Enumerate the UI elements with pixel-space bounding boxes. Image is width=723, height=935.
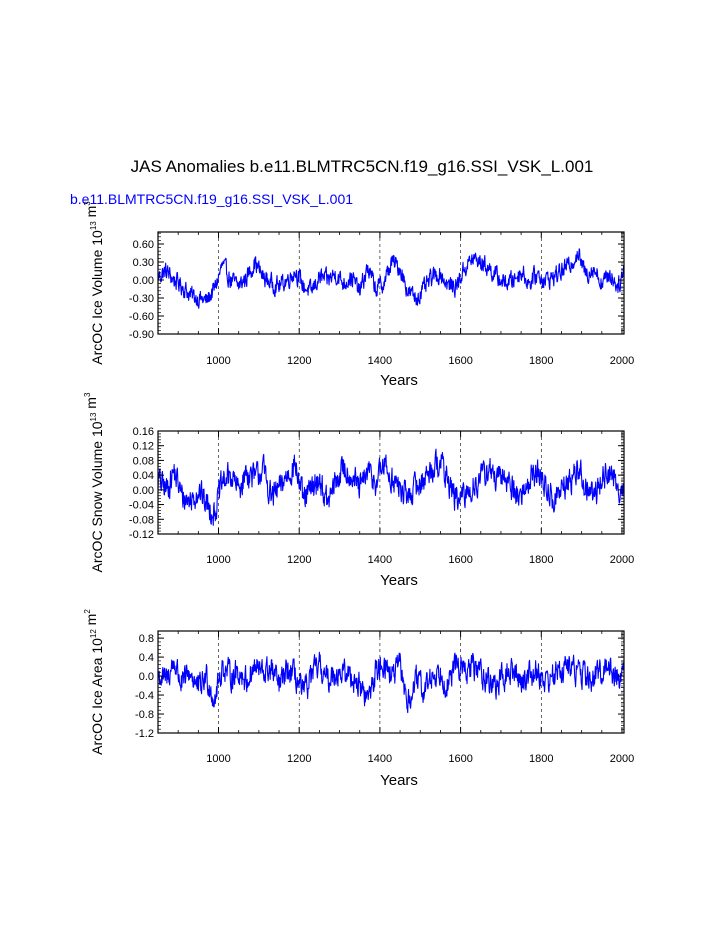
y-tick-label: -0.90 xyxy=(129,329,154,341)
x-axis-label: Years xyxy=(380,372,418,389)
x-tick-label: 1200 xyxy=(287,554,311,566)
x-tick-label: 1000 xyxy=(206,355,230,367)
x-tick-label: 2000 xyxy=(610,355,634,367)
x-tick-label: 1800 xyxy=(529,753,553,765)
y-tick-label: -0.04 xyxy=(129,500,154,512)
series-line xyxy=(157,448,625,526)
y-tick-label: 0.0 xyxy=(139,671,154,683)
x-tick-label: 1200 xyxy=(287,753,311,765)
y-tick-label: -1.2 xyxy=(135,728,154,740)
y-tick-label: 0.60 xyxy=(133,239,154,251)
y-tick-label: -0.8 xyxy=(135,709,154,721)
series-line xyxy=(157,248,625,309)
chart-panel-3: 1000 1200 1400 1600 1800 2000 -1.2 -0.8 -0.4 0.0 0… xyxy=(83,609,634,789)
x-tick-label: 2000 xyxy=(610,554,634,566)
y-axis-label: ArcOC Ice Volume 1013 m3 xyxy=(83,201,105,365)
y-tick-label: 0.00 xyxy=(133,485,154,497)
plot-frame xyxy=(157,430,625,535)
y-axis-label: ArcOC Snow Volume 1013 m3 xyxy=(83,392,105,572)
x-axis-label: Years xyxy=(380,772,418,789)
y-tick-label: 0.30 xyxy=(133,257,154,269)
x-tick-label: 1400 xyxy=(368,355,392,367)
x-tick-label: 1400 xyxy=(368,753,392,765)
y-tick-label: -0.60 xyxy=(129,311,154,323)
x-tick-label: 1600 xyxy=(448,753,472,765)
x-axis-label: Years xyxy=(380,572,418,589)
x-tick-label: 1600 xyxy=(448,554,472,566)
y-tick-label: 0.12 xyxy=(133,441,154,453)
x-tick-label: 1000 xyxy=(206,554,230,566)
x-tick-label: 1000 xyxy=(206,753,230,765)
subtitle: b.e11.BLMTRC5CN.f19_g16.SSI_VSK_L.001 xyxy=(70,191,353,207)
x-tick-label: 1400 xyxy=(368,554,392,566)
chart-panel-2: 1000 1200 1400 1600 1800 2000 -0.12 -0.08 -0.04 0… xyxy=(83,392,634,589)
y-tick-label: -0.08 xyxy=(129,514,154,526)
x-tick-label: 2000 xyxy=(610,753,634,765)
x-tick-label: 1600 xyxy=(448,355,472,367)
y-axis-label: ArcOC Ice Area 1012 m2 xyxy=(83,609,105,755)
y-tick-label: 0.04 xyxy=(133,470,154,482)
y-tick-label: 0.8 xyxy=(139,633,154,645)
y-tick-label: 0.08 xyxy=(133,455,154,467)
plot-frame xyxy=(157,231,625,335)
y-tick-label: -0.30 xyxy=(129,293,154,305)
y-tick-label: 0.00 xyxy=(133,275,154,287)
y-tick-label: 0.16 xyxy=(133,426,154,438)
y-tick-label: -0.12 xyxy=(129,529,154,541)
chart-panel-1: 1000 1200 1400 1600 1800 2000 -0.90 -0.60 -0.30 0… xyxy=(83,201,634,389)
x-tick-label: 1800 xyxy=(529,554,553,566)
y-tick-label: -0.4 xyxy=(135,690,154,702)
plot-frame xyxy=(157,630,625,734)
y-tick-label: 0.4 xyxy=(139,652,154,664)
main-title: JAS Anomalies b.e11.BLMTRC5CN.f19_g16.SS… xyxy=(131,157,594,176)
x-tick-label: 1800 xyxy=(529,355,553,367)
chart-panels: 1000 1200 1400 1600 1800 2000 -0.90 -0.60 -0.30 0… xyxy=(83,201,634,789)
x-tick-label: 1200 xyxy=(287,355,311,367)
series-line xyxy=(157,651,625,714)
